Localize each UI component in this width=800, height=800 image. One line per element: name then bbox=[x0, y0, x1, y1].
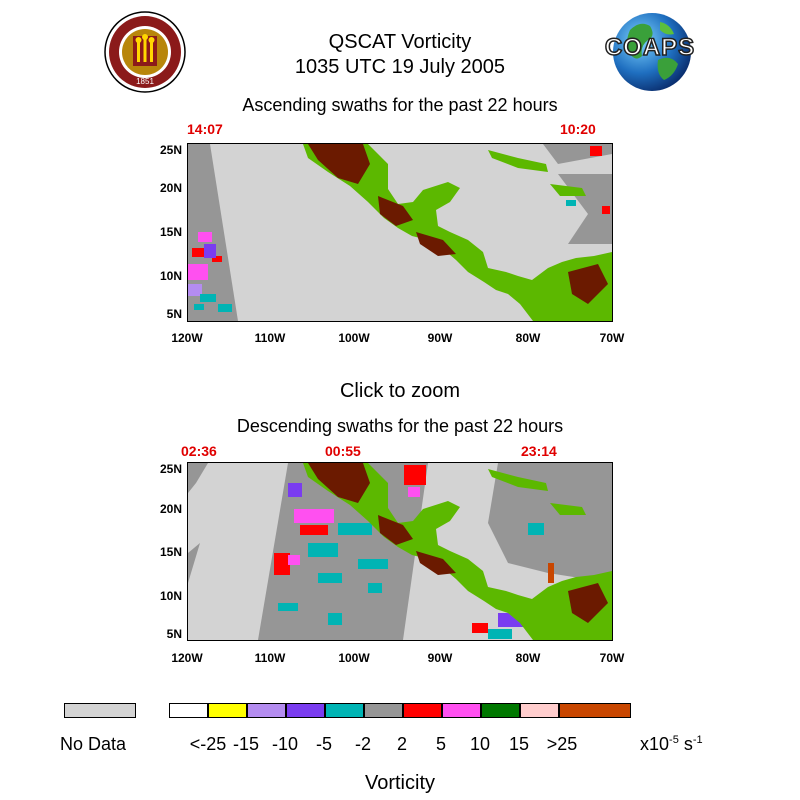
asc-y-tick-25n: 25N bbox=[159, 143, 182, 157]
page-title-line1: QSCAT Vorticity bbox=[328, 31, 472, 53]
desc-x-tick-80w: 80W bbox=[515, 651, 541, 665]
asc-x-tick-110w: 110W bbox=[254, 331, 286, 345]
asc-x-tick-90w: 90W bbox=[427, 331, 453, 345]
asc-y-tick-10n: 10N bbox=[159, 269, 182, 283]
units-s: s bbox=[683, 734, 693, 754]
page-title-line2: 1035 UTC 19 July 2005 bbox=[294, 56, 506, 78]
asc-y-tick-5n: 5N bbox=[166, 307, 182, 321]
colorbar-label-15: 15 bbox=[508, 734, 530, 754]
colorbar-swatch bbox=[481, 703, 520, 718]
coaps-logo: COAPS bbox=[600, 10, 700, 94]
colorbar-swatch bbox=[286, 703, 325, 718]
desc-y-tick-15n: 15N bbox=[159, 545, 182, 559]
coaps-logo-text: COAPS bbox=[604, 33, 696, 62]
colorbar-label-m10: -10 bbox=[271, 734, 298, 754]
no-data-label: No Data bbox=[60, 734, 127, 754]
colorbar-label-m15: -15 bbox=[232, 734, 259, 754]
descending-time-3: 23:14 bbox=[521, 443, 557, 459]
colorbar-label-5: 5 bbox=[435, 734, 446, 754]
desc-y-tick-5n: 5N bbox=[166, 627, 182, 641]
units-base: x10 bbox=[640, 734, 670, 754]
ascending-subtitle: Ascending swaths for the past 22 hours bbox=[242, 95, 558, 115]
asc-x-tick-80w: 80W bbox=[515, 331, 541, 345]
ascending-time-2: 10:20 bbox=[560, 121, 596, 137]
colorbar-swatch bbox=[364, 703, 403, 718]
desc-x-tick-70w: 70W bbox=[599, 651, 625, 665]
desc-x-tick-110w: 110W bbox=[254, 651, 286, 665]
colorbar-label-m2: -2 bbox=[354, 734, 371, 754]
descending-map[interactable] bbox=[187, 462, 613, 641]
ascending-time-1: 14:07 bbox=[187, 121, 223, 137]
units-label: x10-5 s-1 bbox=[640, 734, 703, 755]
desc-x-tick-90w: 90W bbox=[427, 651, 453, 665]
colorbar-swatch bbox=[559, 703, 631, 718]
colorbar-title: Vorticity bbox=[364, 772, 436, 794]
fsu-seal-logo: 1851 bbox=[103, 10, 187, 94]
desc-x-tick-100w: 100W bbox=[338, 651, 370, 665]
colorbar-label-gt-25: >25 bbox=[546, 734, 578, 754]
colorbar-swatch bbox=[442, 703, 481, 718]
click-to-zoom-link[interactable]: Click to zoom bbox=[339, 380, 461, 402]
desc-y-tick-20n: 20N bbox=[159, 502, 182, 516]
descending-time-2: 00:55 bbox=[325, 443, 361, 459]
asc-y-tick-15n: 15N bbox=[159, 225, 182, 239]
desc-x-tick-120w: 120W bbox=[171, 651, 203, 665]
descending-time-1: 02:36 bbox=[181, 443, 217, 459]
descending-subtitle: Descending swaths for the past 22 hours bbox=[236, 416, 564, 436]
colorbar-label-m5: -5 bbox=[315, 734, 332, 754]
colorbar-swatch bbox=[325, 703, 364, 718]
desc-y-tick-10n: 10N bbox=[159, 589, 182, 603]
asc-x-tick-100w: 100W bbox=[338, 331, 370, 345]
colorbar-swatch bbox=[520, 703, 559, 718]
colorbar-swatch bbox=[169, 703, 208, 718]
desc-y-tick-25n: 25N bbox=[159, 462, 182, 476]
asc-x-tick-120w: 120W bbox=[171, 331, 203, 345]
colorbar-swatch bbox=[403, 703, 442, 718]
colorbar-label-lt-25: <-25 bbox=[189, 734, 227, 754]
units-s-exp: -1 bbox=[692, 734, 703, 746]
colorbar-swatch bbox=[247, 703, 286, 718]
ascending-map[interactable] bbox=[187, 143, 613, 322]
colorbar-label-2: 2 bbox=[396, 734, 407, 754]
colorbar-label-10: 10 bbox=[469, 734, 491, 754]
no-data-swatch bbox=[64, 703, 136, 718]
asc-x-tick-70w: 70W bbox=[599, 331, 625, 345]
fsu-seal-year: 1851 bbox=[136, 77, 154, 86]
asc-y-tick-20n: 20N bbox=[159, 181, 182, 195]
colorbar-swatch bbox=[208, 703, 247, 718]
units-exp: -5 bbox=[669, 734, 679, 746]
